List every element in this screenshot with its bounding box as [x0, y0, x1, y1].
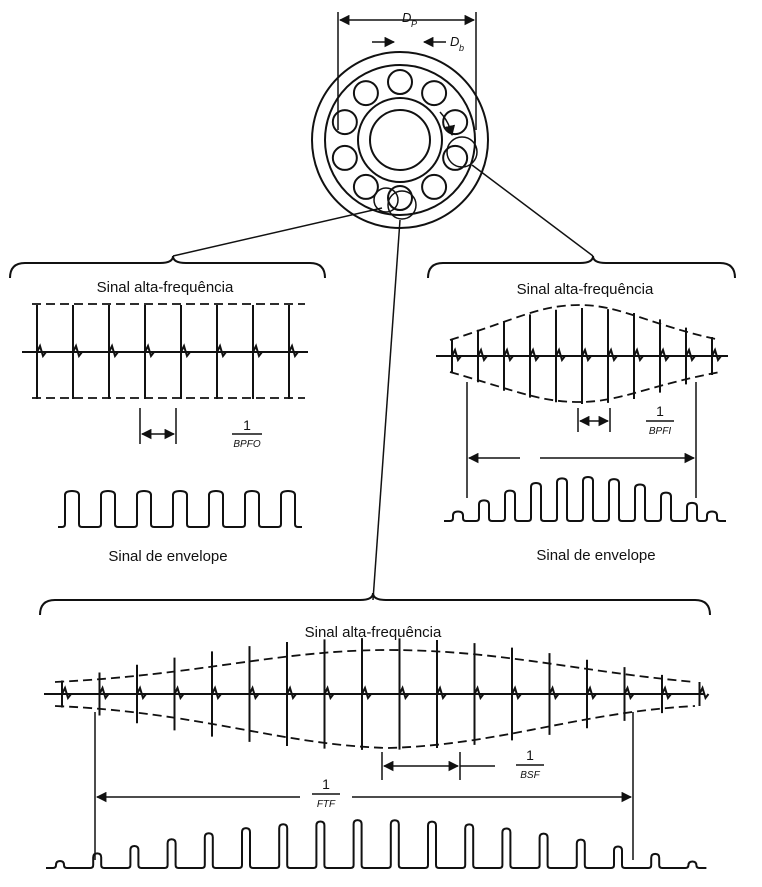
outer-impulse	[216, 305, 227, 399]
ball-envelope-signal	[46, 819, 707, 869]
inner-fault-marker	[446, 136, 478, 168]
inner-impulse	[503, 321, 514, 391]
outer-fault-marker	[373, 187, 399, 213]
outer-period-denominator: BPFO	[233, 439, 260, 450]
ball-impulse	[136, 664, 147, 724]
inner-envelope-title: Sinal de envelope	[536, 547, 655, 564]
rolling-ball	[387, 185, 413, 211]
dp-subscript: P	[411, 19, 417, 29]
rolling-ball	[421, 173, 448, 200]
db-subscript: b	[459, 43, 464, 53]
ball-impulse	[511, 647, 522, 741]
ball-impulse	[398, 638, 410, 750]
ball-impulse	[286, 642, 297, 746]
ball-bsf-numerator: 1	[526, 747, 534, 763]
ball-ftf-denominator: FTF	[317, 799, 336, 810]
inner-impulse	[659, 319, 670, 393]
ball-fault-marker	[387, 190, 417, 220]
outer-envelope-title: Sinal de envelope	[108, 548, 227, 565]
inner-high-freq-title: Sinal alta-frequência	[517, 281, 654, 298]
ball-impulse	[61, 680, 72, 708]
inner-impulse	[685, 327, 696, 385]
outer-impulse	[180, 305, 191, 399]
ball-impulse	[698, 682, 710, 706]
dp-label: D	[402, 10, 411, 25]
ball-impulse	[98, 672, 110, 716]
rolling-ball	[442, 144, 469, 171]
inner-impulse	[633, 313, 644, 399]
brace-inner-race	[427, 255, 736, 279]
outer-high-freq-title: Sinal alta-frequência	[97, 279, 234, 296]
outer-period-numerator: 1	[243, 417, 251, 433]
ball-impulse	[661, 674, 672, 714]
rolling-ball	[421, 80, 448, 107]
outer-impulse	[36, 305, 47, 399]
inner-envelope-signal	[444, 476, 726, 522]
inner-impulse	[477, 329, 488, 383]
outer-impulse	[108, 305, 119, 399]
ball-bsf-denominator: BSF	[520, 770, 540, 781]
inner-impulse	[581, 308, 592, 404]
ball-impulse	[211, 651, 222, 737]
rolling-ball	[387, 69, 413, 95]
leader-inner	[471, 164, 594, 257]
leader-outer	[172, 207, 383, 257]
ball-impulse	[248, 646, 260, 742]
outer-impulse	[72, 305, 83, 399]
inner-ring-outer	[357, 97, 443, 183]
rolling-ball	[331, 144, 358, 171]
brace-ball	[39, 592, 711, 616]
inner-impulse	[607, 309, 618, 403]
outer-impulse	[288, 305, 299, 399]
inner-impulses	[451, 308, 722, 404]
ball-set	[331, 69, 469, 211]
inner-impulse	[711, 337, 722, 375]
inner-impulse	[555, 309, 566, 403]
rolling-ball	[352, 80, 379, 107]
outer-impulse	[252, 305, 263, 399]
inner-period-numerator: 1	[656, 403, 664, 419]
outer-ring-inner	[324, 64, 476, 216]
ball-impulse	[361, 638, 372, 750]
rolling-ball	[352, 173, 379, 200]
bearing-drawing: D P D b	[172, 10, 594, 601]
brace-outer-race	[9, 255, 326, 279]
ball-impulse	[173, 657, 185, 731]
ball-impulses	[61, 638, 710, 750]
ball-impulse	[586, 659, 597, 729]
inner-impulse	[451, 339, 462, 373]
inner-period-denominator: BPFI	[649, 426, 671, 437]
ball-envelope-top	[54, 649, 696, 683]
outer-impulse	[144, 305, 155, 399]
ball-impulse	[623, 667, 635, 721]
ball-impulse	[548, 653, 560, 735]
inner-ring-bore	[369, 109, 431, 171]
rolling-ball	[442, 109, 469, 136]
ball-impulse	[473, 643, 485, 745]
leader-ball	[372, 219, 401, 601]
rolling-ball	[331, 109, 358, 136]
outer-impulses	[36, 305, 299, 399]
ball-high-freq-title: Sinal alta-frequência	[305, 624, 442, 641]
inner-impulse	[529, 314, 540, 398]
ball-impulse	[323, 639, 335, 749]
ball-ftf-numerator: 1	[322, 776, 330, 792]
ball-impulse	[436, 640, 447, 748]
ball-envelope-bottom	[54, 705, 696, 749]
inner-envelope-top	[449, 304, 721, 341]
db-label: D	[450, 34, 459, 49]
inner-envelope-bottom	[449, 371, 721, 403]
outer-envelope-signal	[58, 489, 302, 528]
rotation-arrow	[439, 111, 456, 137]
